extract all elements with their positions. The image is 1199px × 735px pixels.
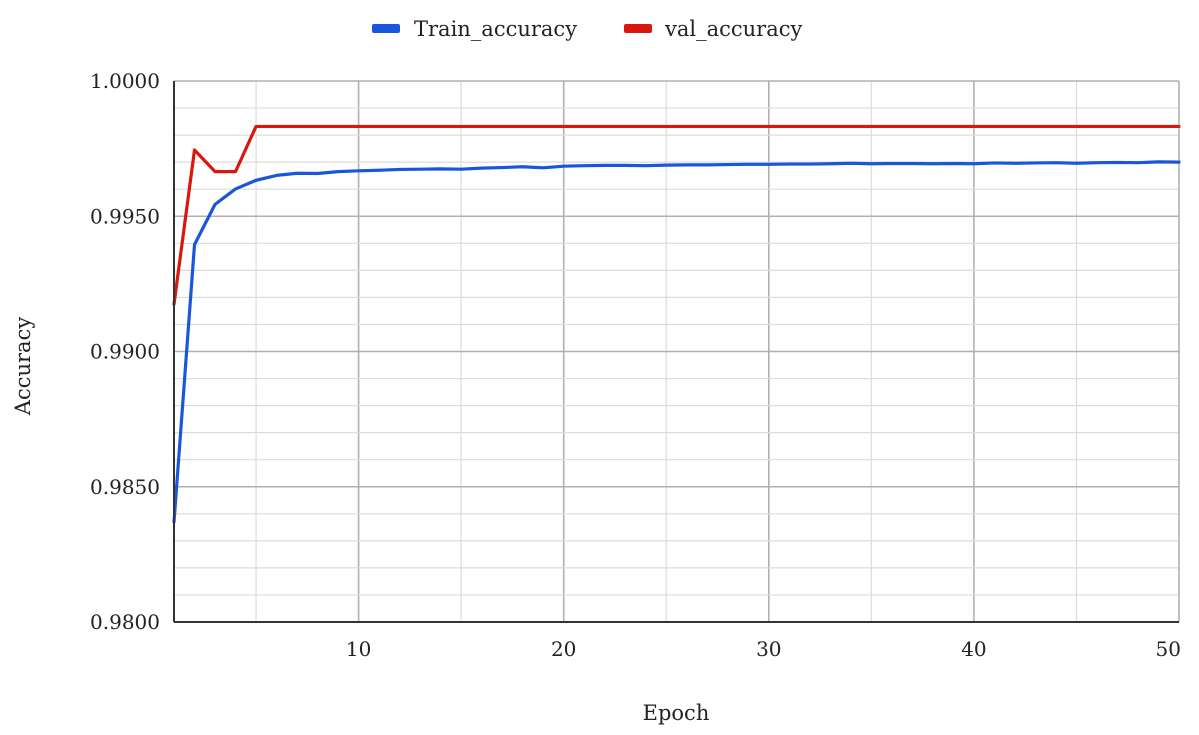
- legend-item-train[interactable]: Train_accuracy: [372, 17, 577, 41]
- y-tick-label: 0.9900: [90, 340, 160, 364]
- x-tick-label: 40: [961, 637, 986, 661]
- y-tick-label: 1.0000: [90, 69, 160, 93]
- y-tick-label: 0.9950: [90, 204, 160, 228]
- y-tick-label: 0.9800: [90, 610, 160, 634]
- x-tick-label: 20: [551, 637, 576, 661]
- series-lines: [172, 124, 1181, 524]
- series-line-val_accuracy: [172, 124, 1181, 306]
- x-tick-labels: 10 20 30 40 50: [346, 637, 1181, 661]
- axes: [173, 81, 1179, 623]
- x-tick-label: 10: [346, 637, 371, 661]
- legend-swatch-train: [372, 24, 400, 33]
- y-axis-title: Accuracy: [11, 317, 35, 417]
- legend: Train_accuracy val_accuracy: [372, 17, 802, 41]
- y-tick-labels: 0.9800 0.9850 0.9900 0.9950 1.0000: [90, 69, 160, 634]
- legend-label-train: Train_accuracy: [414, 17, 577, 41]
- legend-item-val[interactable]: val_accuracy: [624, 17, 802, 41]
- y-tick-label: 0.9850: [90, 475, 160, 499]
- x-axis-title: Epoch: [643, 701, 710, 725]
- x-tick-label: 50: [1156, 637, 1181, 661]
- legend-swatch-val: [624, 24, 652, 33]
- legend-label-val: val_accuracy: [664, 17, 802, 41]
- series-line-train_accuracy: [172, 160, 1181, 524]
- grid: [174, 80, 1180, 622]
- x-tick-label: 30: [756, 637, 781, 661]
